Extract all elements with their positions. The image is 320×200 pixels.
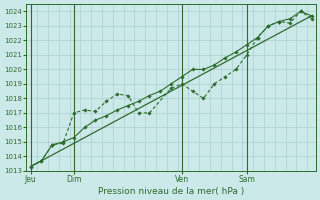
X-axis label: Pression niveau de la mer( hPa ): Pression niveau de la mer( hPa ) xyxy=(98,187,244,196)
